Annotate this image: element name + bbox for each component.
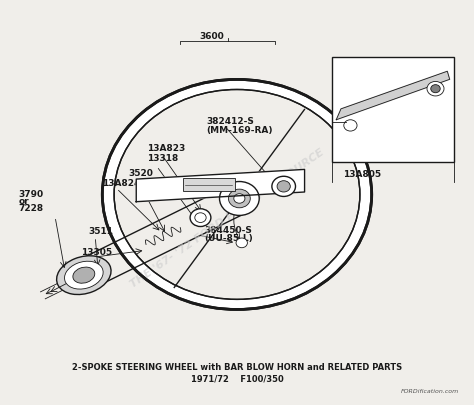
Circle shape: [344, 120, 357, 131]
Circle shape: [234, 194, 245, 203]
Polygon shape: [136, 169, 305, 202]
Circle shape: [272, 176, 295, 196]
Text: 13305: 13305: [81, 248, 112, 257]
Text: 13318: 13318: [147, 153, 178, 162]
Circle shape: [114, 90, 360, 299]
Text: 13A805: 13A805: [343, 170, 382, 179]
Text: FORDification.com: FORDification.com: [401, 389, 459, 394]
Ellipse shape: [73, 267, 95, 283]
Text: 13A824: 13A824: [102, 179, 141, 188]
Text: 384450-S: 384450-S: [204, 226, 252, 235]
Text: 3790: 3790: [18, 190, 44, 199]
Ellipse shape: [56, 256, 111, 294]
Circle shape: [102, 79, 372, 309]
Text: 2-SPOKE STEERING WHEEL with BAR BLOW HORN and RELATED PARTS: 2-SPOKE STEERING WHEEL with BAR BLOW HOR…: [72, 363, 402, 373]
Text: 3511: 3511: [88, 227, 113, 236]
Bar: [331, 57, 455, 162]
Text: 7228: 7228: [18, 205, 44, 213]
Circle shape: [431, 85, 440, 93]
Circle shape: [277, 181, 290, 192]
Text: (MM-169-RA): (MM-169-RA): [206, 126, 273, 135]
Text: 3600: 3600: [199, 32, 224, 41]
Ellipse shape: [64, 261, 103, 289]
Bar: [182, 178, 235, 191]
Polygon shape: [336, 71, 450, 120]
Text: (UU-85-L): (UU-85-L): [204, 234, 253, 243]
Text: 3520: 3520: [128, 168, 153, 177]
Text: 1971/72    F100/350: 1971/72 F100/350: [191, 375, 283, 384]
Circle shape: [427, 81, 444, 96]
Text: THE '67- '72 FORD PICKUP RESOURCE: THE '67- '72 FORD PICKUP RESOURCE: [129, 147, 326, 290]
Circle shape: [219, 181, 259, 215]
Circle shape: [236, 238, 247, 248]
Text: or: or: [18, 197, 29, 206]
Text: 13A823: 13A823: [147, 143, 185, 153]
Text: 3514: 3514: [71, 270, 96, 279]
Circle shape: [228, 189, 250, 208]
Circle shape: [190, 209, 211, 226]
Text: 382412-S: 382412-S: [206, 117, 254, 126]
